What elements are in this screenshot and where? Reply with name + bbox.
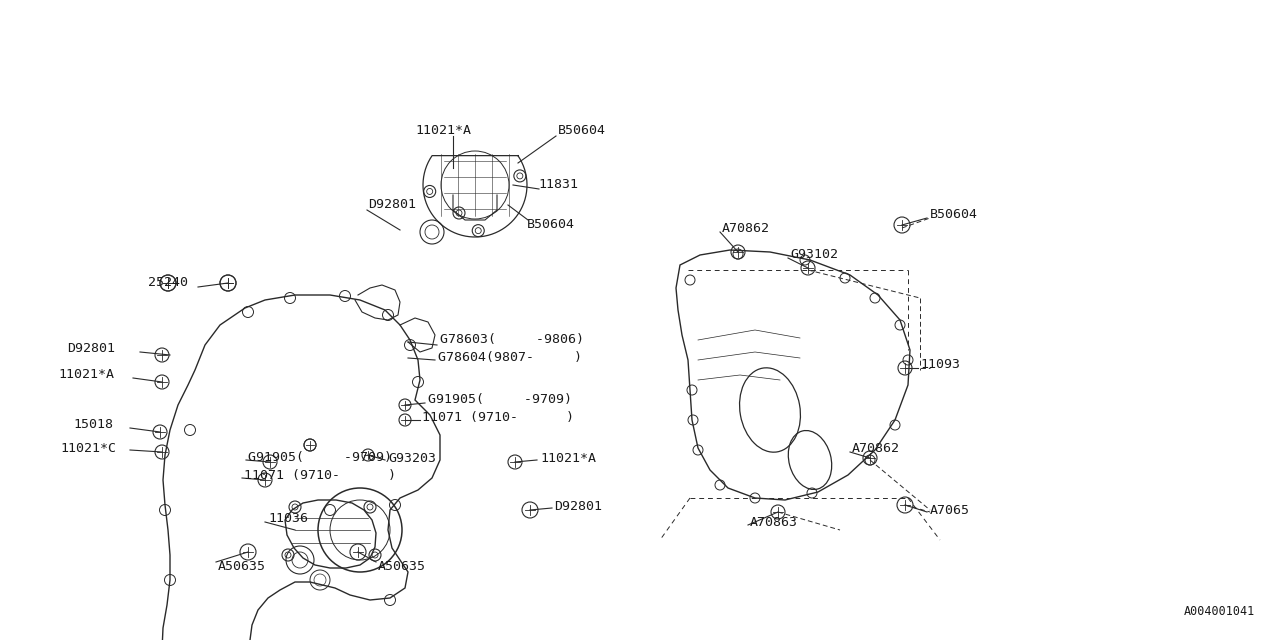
Text: A50635: A50635	[218, 561, 266, 573]
Text: G91905(     -9709): G91905( -9709)	[428, 394, 572, 406]
Text: A70862: A70862	[852, 442, 900, 454]
Text: D92801: D92801	[369, 198, 416, 211]
Text: 11021*C: 11021*C	[60, 442, 116, 454]
Text: A70863: A70863	[750, 516, 797, 529]
Text: 11071 (9710-      ): 11071 (9710- )	[422, 412, 573, 424]
Text: A50635: A50635	[378, 561, 426, 573]
Text: 11021*A: 11021*A	[415, 125, 471, 138]
Text: 11831: 11831	[538, 177, 579, 191]
Text: D92801: D92801	[554, 500, 602, 513]
Text: B50604: B50604	[527, 218, 575, 232]
Text: G78603(     -9806): G78603( -9806)	[440, 333, 584, 346]
Text: 15018: 15018	[73, 417, 113, 431]
Text: G91905(     -9709): G91905( -9709)	[248, 451, 392, 465]
Text: 11021*A: 11021*A	[58, 369, 114, 381]
Text: 11093: 11093	[920, 358, 960, 371]
Text: 11071 (9710-      ): 11071 (9710- )	[244, 470, 396, 483]
Text: D92801: D92801	[67, 342, 115, 355]
Text: B50604: B50604	[558, 125, 605, 138]
Text: 25240: 25240	[148, 275, 188, 289]
Text: A70862: A70862	[722, 221, 771, 234]
Text: B50604: B50604	[931, 209, 978, 221]
Text: 11021*A: 11021*A	[540, 451, 596, 465]
Text: 11036: 11036	[268, 511, 308, 525]
Text: G78604(9807-     ): G78604(9807- )	[438, 351, 582, 365]
Text: G93203: G93203	[388, 451, 436, 465]
Text: G93102: G93102	[790, 248, 838, 262]
Text: A7065: A7065	[931, 504, 970, 516]
Text: A004001041: A004001041	[1184, 605, 1254, 618]
